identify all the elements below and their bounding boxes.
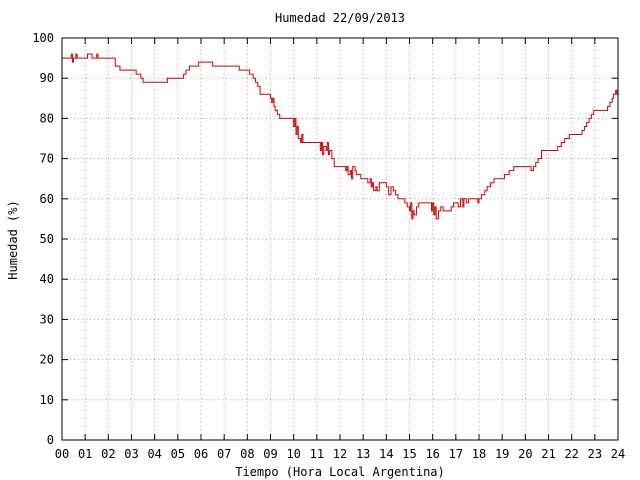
x-tick-label: 14 [379, 447, 393, 461]
x-tick-label: 10 [286, 447, 300, 461]
x-tick-label: 17 [449, 447, 463, 461]
x-tick-label: 02 [101, 447, 115, 461]
x-tick-label: 24 [611, 447, 625, 461]
x-tick-label: 13 [356, 447, 370, 461]
x-tick-label: 23 [588, 447, 602, 461]
x-tick-label: 20 [518, 447, 532, 461]
x-axis-label: Tiempo (Hora Local Argentina) [235, 465, 445, 479]
y-tick-label: 40 [40, 272, 54, 286]
x-tick-label: 12 [333, 447, 347, 461]
x-tick-label: 04 [147, 447, 161, 461]
x-tick-label: 21 [541, 447, 555, 461]
chart-grid [62, 38, 618, 440]
y-axis-ticks: 0 10 20 30 40 50 60 70 80 90 100 [32, 31, 618, 447]
x-tick-label: 16 [425, 447, 439, 461]
x-tick-label: 08 [240, 447, 254, 461]
y-tick-label: 60 [40, 192, 54, 206]
x-tick-label: 00 [55, 447, 69, 461]
x-tick-label: 22 [564, 447, 578, 461]
x-tick-label: 06 [194, 447, 208, 461]
y-tick-label: 30 [40, 312, 54, 326]
y-tick-label: 80 [40, 111, 54, 125]
x-tick-label: 05 [171, 447, 185, 461]
chart-title: Humedad 22/09/2013 [275, 11, 405, 25]
y-tick-label: 0 [47, 433, 54, 447]
x-tick-label: 15 [402, 447, 416, 461]
x-tick-label: 07 [217, 447, 231, 461]
y-axis-label: Humedad (%) [6, 200, 20, 279]
x-axis-ticks: 00 01 02 03 04 05 06 07 08 09 10 11 12 13 14 15 16 17 18 19… [55, 38, 625, 461]
chart-series-area [62, 53, 619, 220]
x-tick-label: 01 [78, 447, 92, 461]
x-tick-label: 19 [495, 447, 509, 461]
y-tick-label: 100 [32, 31, 54, 45]
y-tick-label: 10 [40, 393, 54, 407]
humidity-series-line [62, 53, 619, 220]
y-tick-label: 50 [40, 232, 54, 246]
y-tick-label: 90 [40, 71, 54, 85]
x-tick-label: 03 [124, 447, 138, 461]
y-tick-label: 70 [40, 152, 54, 166]
x-tick-label: 18 [472, 447, 486, 461]
x-tick-label: 09 [263, 447, 277, 461]
x-tick-label: 11 [310, 447, 324, 461]
y-tick-label: 20 [40, 353, 54, 367]
